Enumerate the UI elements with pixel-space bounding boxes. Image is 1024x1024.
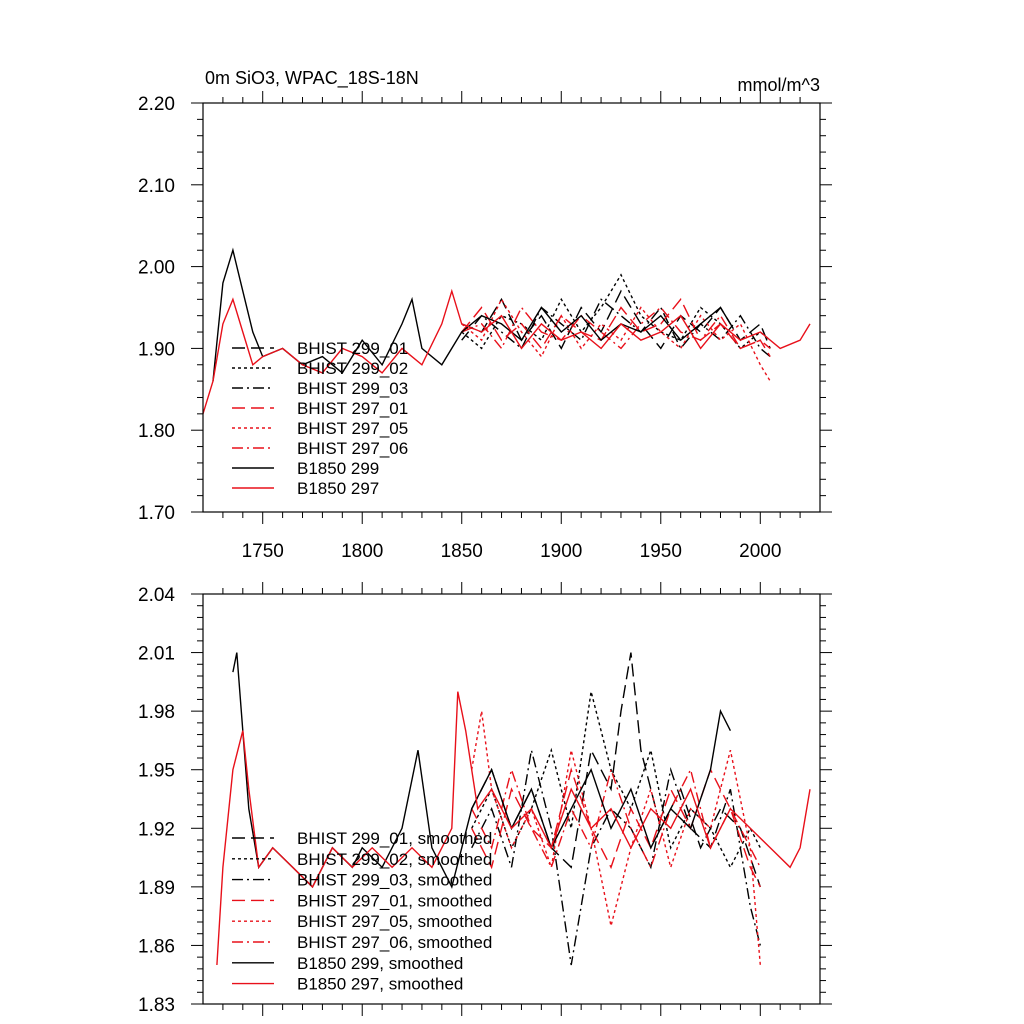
legend-label-0-6: B1850 299: [297, 459, 379, 478]
legend-label-1-1: BHIST 299_02, smoothed: [297, 850, 492, 869]
series-line-1-4: [471, 710, 761, 966]
legend-label-1-2: BHIST 299_03, smoothed: [297, 871, 492, 890]
x-tick-label-0-1950: 1950: [640, 541, 682, 562]
x-tick-label-0-1900: 1900: [540, 541, 582, 562]
series-line-0-2: [461, 298, 771, 358]
legend-label-1-7: B1850 297, smoothed: [297, 975, 463, 994]
y-tick-label-0-4: 2.10: [138, 176, 175, 197]
series-line-0-7: [202, 288, 811, 415]
legend-label-0-2: BHIST 299_03: [297, 379, 408, 398]
series-line-1-0: [471, 652, 761, 888]
legend-label-0-0: BHIST 299_01: [297, 339, 408, 358]
legend-label-0-5: BHIST 297_06: [297, 439, 408, 458]
x-tick-label-0-1750: 1750: [242, 541, 284, 562]
legend-label-0-7: B1850 297: [297, 479, 379, 498]
plot-frame-1: [202, 593, 821, 1005]
y-tick-label-1-2: 1.89: [138, 878, 175, 899]
y-tick-label-0-1: 1.80: [138, 421, 175, 442]
series-line-1-1: [471, 691, 761, 869]
x-tick-label-0-1850: 1850: [441, 541, 483, 562]
legend-label-1-4: BHIST 297_05, smoothed: [297, 912, 492, 931]
chart-title: 0m SiO3, WPAC_18S-18N: [205, 68, 419, 89]
y-tick-label-1-7: 2.04: [138, 585, 175, 606]
series-line-0-6: [212, 247, 731, 382]
y-tick-label-0-0: 1.70: [138, 503, 175, 524]
series-line-0-4: [461, 297, 771, 382]
top-panel: 1750 1800 1850 1900 1950 2000 1.70 1.80 1.90 2.00…: [138, 91, 832, 562]
y-tick-label-1-0: 1.83: [138, 995, 175, 1016]
series-line-1-2: [471, 750, 761, 966]
y-tick-label-1-1: 1.86: [138, 936, 175, 957]
y-tick-label-1-6: 2.01: [138, 644, 175, 665]
series-line-0-3: [461, 298, 771, 357]
legend-label-1-0: BHIST 299_01, smoothed: [297, 829, 492, 848]
chart-units: mmol/m^3: [738, 75, 820, 95]
legend-label-0-4: BHIST 297_05: [297, 419, 408, 438]
bottom-panel: 1.83 1.86 1.89 1.92 1.95 1.98 2.01 2.04 BHIST 29…: [138, 582, 832, 1016]
legend-label-1-3: BHIST 297_01, smoothed: [297, 891, 492, 910]
series-line-1-7: [216, 691, 811, 966]
legend-label-0-1: BHIST 299_02: [297, 359, 408, 378]
y-tick-label-0-2: 1.90: [138, 339, 175, 360]
y-tick-label-0-5: 2.20: [138, 94, 175, 115]
x-tick-label-0-1800: 1800: [341, 541, 383, 562]
legend-label-1-5: BHIST 297_06, smoothed: [297, 933, 492, 952]
y-tick-label-1-3: 1.92: [138, 819, 175, 840]
plot-frame-0: [202, 102, 821, 513]
series-line-0-0: [461, 289, 771, 350]
series-line-0-5: [461, 306, 771, 350]
series-line-1-3: [471, 767, 761, 888]
y-tick-label-1-4: 1.95: [138, 761, 175, 782]
x-tick-label-0-2000: 2000: [739, 541, 781, 562]
legend-label-1-6: B1850 299, smoothed: [297, 954, 463, 973]
y-tick-label-0-3: 2.00: [138, 258, 175, 279]
y-tick-label-1-5: 1.98: [138, 702, 175, 723]
legend-label-0-3: BHIST 297_01: [297, 399, 408, 418]
